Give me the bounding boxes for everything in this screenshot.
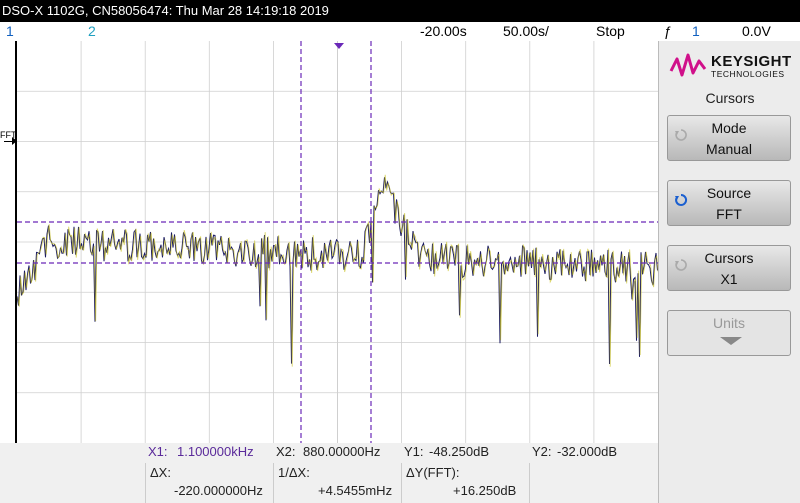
down-arrow-icon bbox=[720, 337, 742, 345]
units-softkey[interactable]: Units bbox=[667, 310, 791, 356]
readout-divider bbox=[529, 463, 530, 503]
x2-label: X2: bbox=[276, 444, 296, 459]
delta-y-label: ΔY(FFT): bbox=[406, 465, 460, 480]
delta-y-value: +16.250dB bbox=[453, 483, 517, 498]
arrow-head-icon bbox=[12, 137, 17, 145]
trigger-edge-icon: ƒ bbox=[664, 23, 672, 39]
trigger-level-readout: 0.0V bbox=[742, 23, 771, 39]
mode-softkey[interactable]: Mode Manual bbox=[667, 115, 791, 161]
fft-marker: FFT bbox=[0, 130, 17, 145]
y1-value: -48.250dB bbox=[429, 444, 489, 459]
cursors-softkey[interactable]: Cursors X1 bbox=[667, 245, 791, 291]
mode-softkey-label: Mode bbox=[711, 120, 747, 136]
mode-softkey-value: Manual bbox=[706, 141, 752, 157]
brand-logo: KEYSIGHT TECHNOLOGIES bbox=[669, 49, 799, 85]
time-delay-readout: -20.00s bbox=[420, 23, 467, 39]
source-softkey[interactable]: Source FFT bbox=[667, 180, 791, 226]
readout-divider bbox=[273, 463, 274, 503]
time-scale-readout: 50.00s/ bbox=[503, 23, 549, 39]
units-softkey-label: Units bbox=[713, 315, 745, 331]
inverse-delta-x-label: 1/ΔX: bbox=[278, 465, 310, 480]
arrow-right-icon bbox=[4, 141, 16, 142]
inverse-delta-x-value: +4.5455mHz bbox=[318, 483, 393, 498]
readout-divider bbox=[401, 463, 402, 503]
trigger-position-marker bbox=[334, 43, 344, 49]
y2-value: -32.000dB bbox=[557, 444, 617, 459]
keysight-wave-icon bbox=[669, 53, 707, 77]
waveform-display[interactable] bbox=[15, 41, 659, 443]
delta-x-label: ΔX: bbox=[150, 465, 171, 480]
x1-value: 1.100000kHz bbox=[177, 444, 254, 459]
cursor-readout: X1: 1.100000kHz X2: 880.00000Hz Y1: -48.… bbox=[0, 443, 658, 503]
cursors-softkey-label: Cursors bbox=[704, 250, 754, 266]
window-title: DSO-X 1102G, CN58056474: Thu Mar 28 14:1… bbox=[0, 0, 800, 22]
trigger-channel-label: 1 bbox=[692, 23, 700, 39]
panel-title: Cursors bbox=[705, 90, 755, 106]
readout-divider bbox=[145, 463, 146, 503]
knob-active-icon bbox=[675, 193, 688, 206]
run-state-label: Stop bbox=[596, 23, 625, 39]
knob-icon bbox=[675, 259, 687, 271]
channel-1-indicator[interactable]: 1 bbox=[6, 23, 14, 39]
x1-label: X1: bbox=[148, 444, 168, 459]
source-softkey-label: Source bbox=[706, 185, 752, 201]
brand-name: KEYSIGHT bbox=[711, 53, 792, 70]
fft-trace bbox=[16, 177, 658, 365]
cursors-softkey-value: X1 bbox=[720, 271, 738, 287]
waveform-svg bbox=[16, 41, 659, 443]
delta-x-value: -220.000000Hz bbox=[174, 483, 263, 498]
brand-subtitle: TECHNOLOGIES bbox=[711, 69, 785, 79]
fft-trace-shadow bbox=[17, 174, 659, 367]
softkey-panel: KEYSIGHT TECHNOLOGIES Cursors Mode Manua… bbox=[658, 41, 800, 503]
y2-label: Y2: bbox=[532, 444, 552, 459]
y1-label: Y1: bbox=[404, 444, 424, 459]
knob-icon bbox=[675, 129, 687, 141]
status-bar: 1 2 -20.00s 50.00s/ Stop ƒ 1 0.0V bbox=[0, 22, 800, 41]
x2-value: 880.00000Hz bbox=[303, 444, 381, 459]
channel-2-indicator[interactable]: 2 bbox=[88, 23, 96, 39]
source-softkey-value: FFT bbox=[716, 206, 742, 222]
fft-marker-label: FFT bbox=[0, 130, 17, 140]
